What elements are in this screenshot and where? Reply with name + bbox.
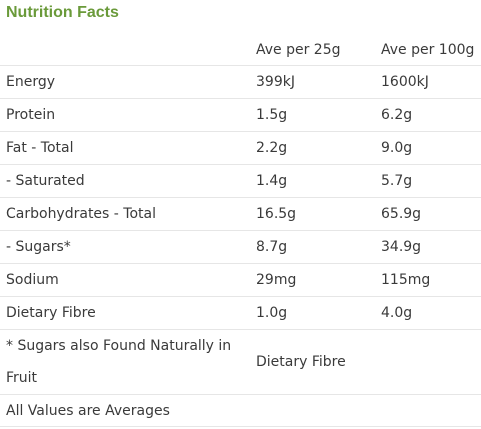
note-text: All Values are Averages bbox=[0, 394, 481, 427]
title: Nutrition Facts bbox=[6, 4, 119, 21]
footnote-text: Dietary Fibre bbox=[250, 329, 481, 395]
nutrient-value: 1600kJ bbox=[375, 65, 481, 99]
nutrient-value: 1.4g bbox=[250, 164, 375, 198]
nutrient-value: 2.2g bbox=[250, 131, 375, 165]
nutrient-value: 9.0g bbox=[375, 131, 481, 165]
nutrient-row: Carbohydrates - Total 16.5g 65.9g bbox=[0, 197, 481, 231]
nutrient-row: Fat - Total 2.2g 9.0g bbox=[0, 131, 481, 165]
nutrient-value: 1.0g bbox=[250, 296, 375, 330]
header-cell bbox=[0, 34, 250, 66]
nutrient-row: - Sugars* 8.7g 34.9g bbox=[0, 230, 481, 264]
nutrient-value: 16.5g bbox=[250, 197, 375, 231]
nutrient-value: 29mg bbox=[250, 263, 375, 297]
nutrient-value: 1.5g bbox=[250, 98, 375, 132]
nutrient-value: 65.9g bbox=[375, 197, 481, 231]
nutrient-value: 8.7g bbox=[250, 230, 375, 264]
header-cell: Ave per 100g bbox=[375, 34, 481, 66]
nutrient-name: Carbohydrates - Total bbox=[0, 197, 250, 231]
nutrient-row: Sodium 29mg 115mg bbox=[0, 263, 481, 297]
nutrient-value: 399kJ bbox=[250, 65, 375, 99]
footnote-row: * Sugars also Found Naturally in Fruit Di… bbox=[0, 329, 481, 395]
nutrient-value: 34.9g bbox=[375, 230, 481, 264]
table-body: Ave per 25g Ave per 100g Energy 399kJ 1600kJ… bbox=[0, 34, 481, 427]
note-row: All Values are Averages bbox=[0, 394, 481, 427]
nutrient-name: Protein bbox=[0, 98, 250, 132]
nutrient-value: 115mg bbox=[375, 263, 481, 297]
nutrient-row: Energy 399kJ 1600kJ bbox=[0, 65, 481, 99]
nutrient-name: Fat - Total bbox=[0, 131, 250, 165]
footnote-text: * Sugars also Found Naturally in Fruit bbox=[0, 329, 250, 395]
header-row: Ave per 25g Ave per 100g bbox=[0, 34, 481, 66]
nutrient-name: Energy bbox=[0, 65, 250, 99]
nutrient-name: Dietary Fibre bbox=[0, 296, 250, 330]
nutrient-name: - Sugars* bbox=[0, 230, 250, 264]
nutrient-row: Dietary Fibre 1.0g 4.0g bbox=[0, 296, 481, 330]
nutrient-value: 6.2g bbox=[375, 98, 481, 132]
nutrient-row: - Saturated 1.4g 5.7g bbox=[0, 164, 481, 198]
nutrient-row: Protein 1.5g 6.2g bbox=[0, 98, 481, 132]
nutrient-value: 5.7g bbox=[375, 164, 481, 198]
nutrient-name: - Saturated bbox=[0, 164, 250, 198]
nutrient-name: Sodium bbox=[0, 263, 250, 297]
nutrition-table: Ave per 25g Ave per 100g Energy 399kJ 1600kJ… bbox=[0, 34, 481, 427]
header-cell: Ave per 25g bbox=[250, 34, 375, 66]
nutrient-value: 4.0g bbox=[375, 296, 481, 330]
